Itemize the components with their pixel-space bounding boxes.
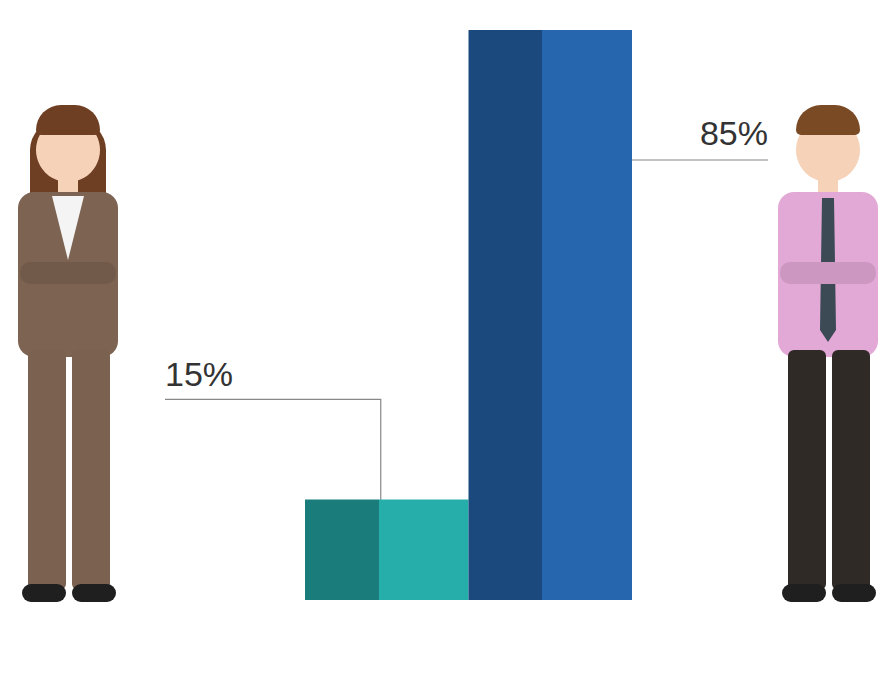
svg-text:85%: 85% — [700, 114, 768, 152]
svg-text:15%: 15% — [165, 355, 233, 393]
